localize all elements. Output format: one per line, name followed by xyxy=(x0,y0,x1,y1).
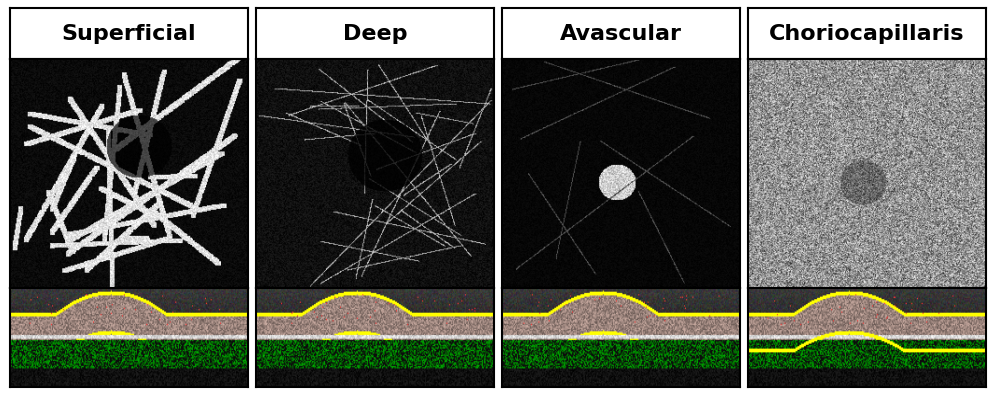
Text: Choriocapillaris: Choriocapillaris xyxy=(769,24,965,43)
Text: Avascular: Avascular xyxy=(560,24,682,43)
Text: Superficial: Superficial xyxy=(62,24,196,43)
Text: Deep: Deep xyxy=(343,24,407,43)
